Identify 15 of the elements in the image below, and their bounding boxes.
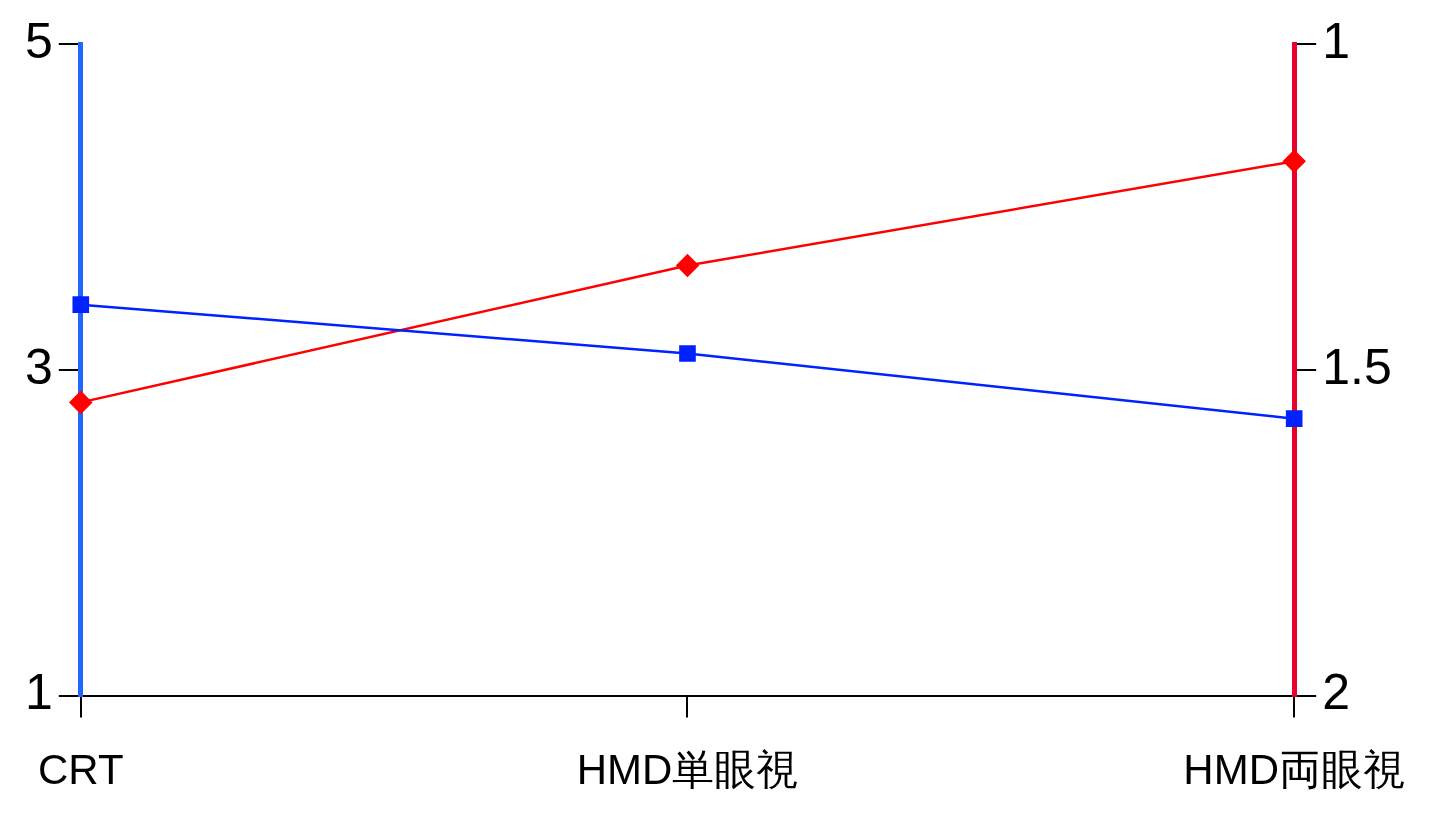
y2-tick-label: 2 [1322, 664, 1350, 721]
x-tick-label: HMD両眼視 [1183, 746, 1405, 794]
point [1282, 150, 1306, 173]
y-tick-label: 1 [24, 664, 53, 721]
x-tick-label: CRT [38, 746, 124, 794]
x-tick-label: HMD単眼視 [576, 746, 799, 794]
point [679, 345, 696, 362]
point [69, 391, 93, 414]
point [676, 254, 699, 277]
y2-tick-label: 1 [1322, 12, 1350, 69]
y-tick-label: 5 [24, 12, 53, 69]
point [72, 296, 90, 313]
point [1285, 410, 1303, 427]
y-tick-label: 3 [24, 338, 53, 395]
y2-tick-label: 1.5 [1322, 338, 1392, 395]
